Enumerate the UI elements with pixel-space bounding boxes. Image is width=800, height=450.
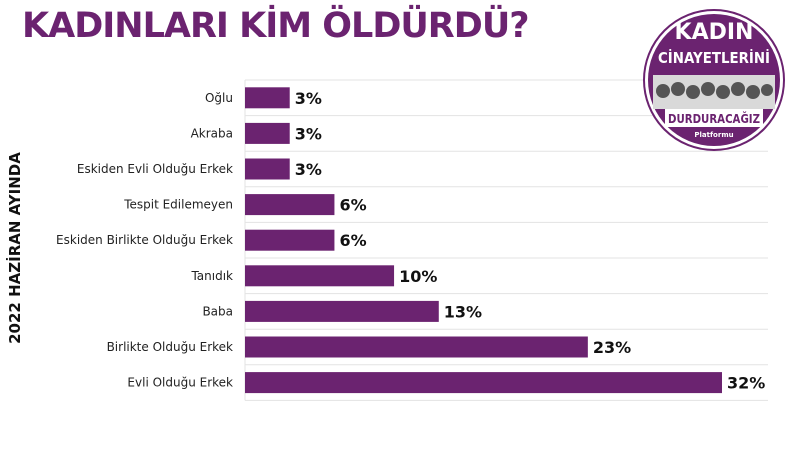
category-label: Akraba [191, 126, 233, 140]
chart-title: KADINLARI KİM ÖLDÜRDÜ? [22, 6, 530, 46]
value-label: 3% [295, 124, 322, 143]
category-label: Oğlu [205, 91, 233, 105]
category-label: Tanıdık [190, 269, 233, 283]
value-label: 32% [727, 374, 765, 393]
bar [245, 229, 335, 251]
chart-bars: Oğlu 3% Akraba 3% Eskiden Evli Olduğu Erkek 3… [56, 87, 765, 394]
logo-line-3: DURDURACAĞIZ [668, 111, 760, 126]
value-label: 10% [399, 267, 437, 286]
logo-line-2: CİNAYETLERİNİ [658, 48, 770, 67]
value-label: 3% [295, 160, 322, 179]
bar [245, 336, 588, 358]
logo-line-4: Platformu [694, 131, 733, 139]
category-label: Birlikte Olduğu Erkek [107, 340, 233, 354]
bar [245, 265, 395, 287]
platform-logo: KADIN CİNAYETLERİNİ DURDURACAĞIZ Platfor… [643, 9, 785, 151]
bar [245, 158, 290, 180]
logo-faces-icon [656, 82, 773, 99]
bar [245, 372, 722, 394]
value-label: 6% [339, 196, 366, 215]
value-label: 23% [593, 338, 631, 357]
logo-line-1: KADIN [675, 20, 754, 45]
bar [245, 87, 290, 109]
value-label: 3% [295, 89, 322, 108]
category-label: Tespit Edilemeyen [123, 198, 233, 212]
bar [245, 300, 439, 322]
logo-banner [665, 109, 763, 127]
value-label: 13% [444, 302, 482, 321]
category-label: Baba [202, 304, 233, 318]
category-label: Eskiden Evli Olduğu Erkek [77, 162, 233, 176]
bar [245, 194, 335, 216]
value-label: 6% [339, 231, 366, 250]
bar [245, 122, 290, 144]
category-label: Eskiden Birlikte Olduğu Erkek [56, 233, 233, 247]
category-label: Evli Olduğu Erkek [127, 376, 233, 390]
